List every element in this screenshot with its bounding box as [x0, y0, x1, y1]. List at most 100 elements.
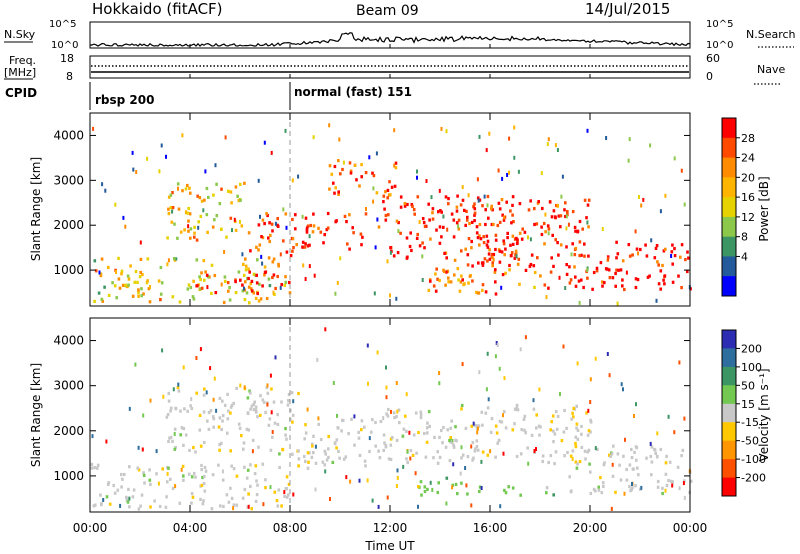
- velocity-cell: [256, 415, 259, 419]
- power-cell: [196, 194, 199, 198]
- velocity-cell: [537, 424, 541, 428]
- power-cell: [198, 196, 202, 200]
- power-cell: [188, 186, 191, 190]
- power-cell: [220, 187, 223, 191]
- power-cell: [405, 236, 409, 240]
- power-cell: [546, 224, 550, 228]
- power-cell: [242, 273, 246, 277]
- velocity-cell: [230, 496, 234, 500]
- power-cell: [432, 284, 436, 288]
- power-cell: [254, 296, 258, 300]
- velocity-cell: [466, 455, 470, 459]
- velocity-cell: [357, 430, 360, 434]
- velocity-cell: [460, 445, 463, 450]
- nave-tick-bottom: 0: [706, 70, 713, 83]
- velocity-cell: [202, 393, 206, 397]
- power-cell: [490, 222, 494, 227]
- velocity-cell: [303, 437, 306, 441]
- velocity-cell: [165, 415, 169, 419]
- velocity-cell: [207, 427, 211, 431]
- velocity-cell: [331, 460, 335, 464]
- power-cell: [430, 195, 433, 200]
- velocity-cell: [503, 376, 506, 381]
- power-cell: [271, 260, 275, 264]
- power-cell: [673, 254, 677, 258]
- velocity-cell: [502, 413, 504, 418]
- power-x-ticks: [89, 113, 691, 306]
- power-cell: [271, 229, 274, 233]
- velocity-cell: [559, 392, 561, 397]
- velocity-cell: [589, 420, 593, 424]
- velocity-cell: [363, 459, 367, 463]
- colorbar-swatch: [722, 177, 736, 198]
- power-cell: [551, 233, 554, 237]
- power-cell: [173, 257, 176, 261]
- power-cell: [466, 263, 470, 267]
- power-cell: [486, 245, 490, 249]
- power-cell: [213, 218, 216, 222]
- velocity-cell: [511, 428, 515, 432]
- power-cell: [467, 281, 470, 285]
- power-cell: [510, 251, 514, 255]
- power-cell: [399, 231, 402, 235]
- velocity-cell: [397, 408, 401, 412]
- power-cell: [478, 222, 482, 227]
- velocity-cell: [174, 484, 177, 489]
- power-cell: [352, 231, 355, 235]
- velocity-cell: [166, 480, 169, 484]
- velocity-cell: [689, 479, 693, 483]
- power-cell: [591, 287, 594, 291]
- velocity-cell: [257, 445, 260, 449]
- power-cell: [147, 287, 151, 291]
- velocity-cell: [347, 432, 350, 436]
- power-cell: [476, 291, 480, 295]
- power-cell: [605, 136, 608, 140]
- power-cell: [408, 244, 412, 249]
- power-cell: [491, 264, 494, 268]
- power-cell: [478, 243, 481, 247]
- power-cell: [389, 250, 392, 255]
- power-cell: [146, 279, 149, 283]
- power-cell: [529, 199, 532, 203]
- power-cell: [504, 247, 507, 251]
- power-cell: [501, 213, 504, 217]
- velocity-cell: [541, 459, 544, 464]
- velocity-cell: [105, 439, 108, 444]
- power-cell: [492, 257, 495, 262]
- velocity-cell: [259, 413, 262, 417]
- power-cell: [328, 123, 331, 128]
- power-cell: [384, 218, 388, 222]
- power-cell: [478, 134, 481, 139]
- velocity-cell: [570, 489, 573, 493]
- power-cell: [368, 155, 371, 160]
- power-cell: [659, 209, 662, 214]
- velocity-cell: [649, 454, 653, 459]
- velocity-cell: [149, 505, 152, 509]
- velocity-ylabel: Slant Range [km]: [29, 363, 43, 467]
- velocity-cell: [278, 465, 281, 470]
- power-cell: [166, 236, 169, 240]
- power-cell: [193, 235, 196, 239]
- colorbar-swatch: [722, 330, 736, 349]
- power-cell: [234, 280, 237, 284]
- velocity-cell: [625, 478, 629, 482]
- velocity-cell: [589, 400, 592, 404]
- power-cell: [583, 198, 587, 202]
- velocity-cell: [265, 385, 269, 390]
- velocity-cell: [205, 390, 208, 395]
- power-cell: [214, 291, 218, 295]
- velocity-cell: [207, 410, 211, 415]
- velocity-cell: [585, 411, 588, 415]
- power-cell: [453, 273, 456, 277]
- power-cell: [187, 219, 190, 223]
- power-cell: [394, 161, 398, 165]
- power-cell: [492, 222, 495, 227]
- power-cell: [202, 208, 205, 213]
- velocity-cell: [121, 477, 124, 481]
- power-cell: [242, 262, 245, 266]
- velocity-cell: [460, 407, 463, 411]
- power-cell: [265, 296, 269, 301]
- power-cell: [260, 254, 263, 259]
- velocity-cell: [353, 414, 356, 419]
